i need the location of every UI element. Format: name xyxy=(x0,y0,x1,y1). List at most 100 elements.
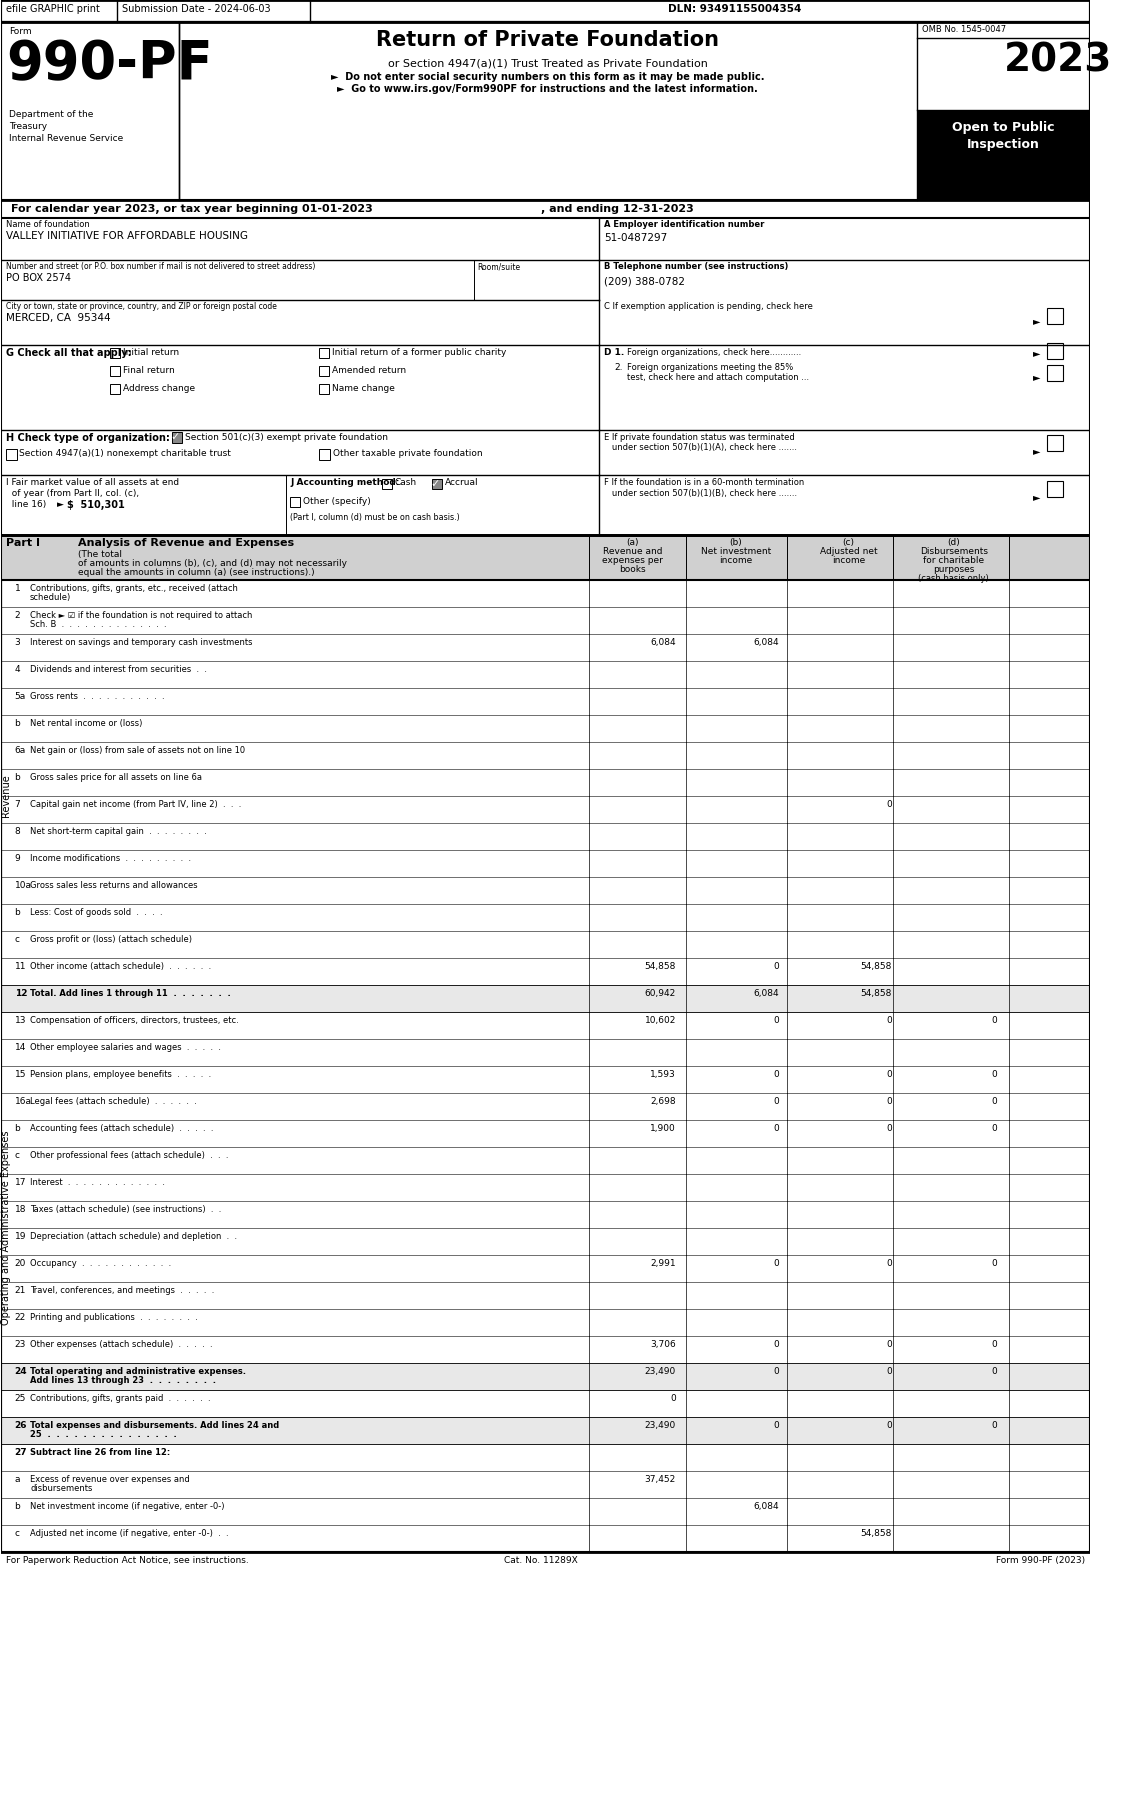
Text: ✓: ✓ xyxy=(169,432,180,442)
Text: Form: Form xyxy=(9,27,32,36)
Text: (cash basis only): (cash basis only) xyxy=(918,574,989,583)
Text: 0: 0 xyxy=(886,1340,892,1348)
Text: Compensation of officers, directors, trustees, etc.: Compensation of officers, directors, tru… xyxy=(30,1016,239,1025)
Text: G Check all that apply:: G Check all that apply: xyxy=(6,349,132,358)
Text: 2,991: 2,991 xyxy=(650,1259,676,1268)
Text: 2,698: 2,698 xyxy=(650,1097,676,1106)
Text: Address change: Address change xyxy=(123,385,194,394)
Text: E If private foundation status was terminated: E If private foundation status was termi… xyxy=(604,433,795,442)
Text: Gross sales less returns and allowances: Gross sales less returns and allowances xyxy=(30,881,198,890)
Text: Accrual: Accrual xyxy=(445,478,479,487)
Text: 0: 0 xyxy=(991,1070,997,1079)
Text: schedule): schedule) xyxy=(30,593,71,602)
Text: 0: 0 xyxy=(991,1097,997,1106)
Text: 0: 0 xyxy=(671,1393,676,1402)
Text: 54,858: 54,858 xyxy=(645,962,676,971)
Text: 0: 0 xyxy=(886,800,892,809)
Text: line 16): line 16) xyxy=(6,500,52,509)
Text: ►  Go to www.irs.gov/Form990PF for instructions and the latest information.: ► Go to www.irs.gov/Form990PF for instru… xyxy=(338,85,759,93)
Text: Accounting fees (attach schedule)  .  .  .  .  .: Accounting fees (attach schedule) . . . … xyxy=(30,1124,213,1133)
Bar xyxy=(1,22,1089,1552)
Text: b: b xyxy=(15,908,20,917)
Text: expenses per: expenses per xyxy=(602,556,663,565)
Text: Operating and Administrative Expenses: Operating and Administrative Expenses xyxy=(1,1131,11,1325)
Text: under section 507(b)(1)(B), check here .......: under section 507(b)(1)(B), check here .… xyxy=(604,489,797,498)
Text: b: b xyxy=(15,773,20,782)
Text: Less: Cost of goods sold  .  .  .  .: Less: Cost of goods sold . . . . xyxy=(30,908,163,917)
Text: Room/suite: Room/suite xyxy=(478,263,520,271)
Text: Adjusted net: Adjusted net xyxy=(820,547,877,556)
Text: 0: 0 xyxy=(773,1070,779,1079)
Text: 20: 20 xyxy=(15,1259,26,1268)
Text: 0: 0 xyxy=(991,1259,997,1268)
Text: ►: ► xyxy=(58,500,64,509)
Text: Gross profit or (loss) (attach schedule): Gross profit or (loss) (attach schedule) xyxy=(30,935,192,944)
Text: 23,490: 23,490 xyxy=(645,1366,676,1375)
Bar xyxy=(1,1363,1089,1390)
Text: of amounts in columns (b), (c), and (d) may not necessarily: of amounts in columns (b), (c), and (d) … xyxy=(78,559,348,568)
Text: DLN: 93491155004354: DLN: 93491155004354 xyxy=(668,4,802,14)
Text: c: c xyxy=(15,1528,19,1537)
Text: Number and street (or P.O. box number if mail is not delivered to street address: Number and street (or P.O. box number if… xyxy=(6,263,315,271)
Text: Submission Date - 2024-06-03: Submission Date - 2024-06-03 xyxy=(122,4,270,14)
Text: efile GRAPHIC print: efile GRAPHIC print xyxy=(6,4,99,14)
Text: 17: 17 xyxy=(15,1178,26,1187)
Text: 0: 0 xyxy=(773,1366,779,1375)
Text: 0: 0 xyxy=(773,1124,779,1133)
Bar xyxy=(290,496,300,507)
Text: 0: 0 xyxy=(991,1420,997,1429)
Text: ►: ► xyxy=(1033,446,1040,457)
Text: Sch. B  .  .  .  .  .  .  .  .  .  .  .  .  .  .: Sch. B . . . . . . . . . . . . . . xyxy=(30,620,167,629)
Text: Total expenses and disbursements. Add lines 24 and: Total expenses and disbursements. Add li… xyxy=(30,1420,279,1429)
Text: Initial return of a former public charity: Initial return of a former public charit… xyxy=(332,349,506,358)
Text: Part I: Part I xyxy=(6,538,40,548)
Text: Revenue and: Revenue and xyxy=(603,547,663,556)
Text: b: b xyxy=(15,1501,20,1510)
Text: Pension plans, employee benefits  .  .  .  .  .: Pension plans, employee benefits . . . .… xyxy=(30,1070,211,1079)
Text: c: c xyxy=(15,1151,19,1160)
Text: PO BOX 2574: PO BOX 2574 xyxy=(6,273,71,282)
Text: Total. Add lines 1 through 11  .  .  .  .  .  .  .: Total. Add lines 1 through 11 . . . . . … xyxy=(30,989,230,998)
Text: ►: ► xyxy=(1033,493,1040,502)
Text: of year (from Part II, col. (c),: of year (from Part II, col. (c), xyxy=(6,489,139,498)
Text: 6,084: 6,084 xyxy=(753,638,779,647)
Text: 12: 12 xyxy=(15,989,27,998)
Text: For Paperwork Reduction Act Notice, see instructions.: For Paperwork Reduction Act Notice, see … xyxy=(6,1555,248,1564)
Bar xyxy=(6,450,17,460)
Bar xyxy=(1,536,1089,581)
Text: 2.: 2. xyxy=(614,363,623,372)
Text: A Employer identification number: A Employer identification number xyxy=(604,219,764,228)
Bar xyxy=(320,450,330,460)
Text: b: b xyxy=(15,719,20,728)
Text: Section 501(c)(3) exempt private foundation: Section 501(c)(3) exempt private foundat… xyxy=(185,433,388,442)
Text: ►: ► xyxy=(1033,372,1040,381)
Text: 18: 18 xyxy=(15,1205,26,1214)
Text: 2: 2 xyxy=(15,611,20,620)
Text: 7: 7 xyxy=(15,800,20,809)
Text: 6a: 6a xyxy=(15,746,26,755)
Text: Excess of revenue over expenses and: Excess of revenue over expenses and xyxy=(30,1474,190,1483)
Text: Other professional fees (attach schedule)  .  .  .: Other professional fees (attach schedule… xyxy=(30,1151,228,1160)
Bar xyxy=(172,432,183,442)
Bar xyxy=(432,478,441,489)
Text: Foreign organizations meeting the 85%: Foreign organizations meeting the 85% xyxy=(627,363,793,372)
Text: Adjusted net income (if negative, enter -0-)  .  .: Adjusted net income (if negative, enter … xyxy=(30,1528,229,1537)
Text: 27: 27 xyxy=(15,1447,27,1456)
Text: 0: 0 xyxy=(991,1366,997,1375)
Text: Other income (attach schedule)  .  .  .  .  .  .: Other income (attach schedule) . . . . .… xyxy=(30,962,211,971)
Text: Other taxable private foundation: Other taxable private foundation xyxy=(333,450,482,458)
Text: 0: 0 xyxy=(773,1259,779,1268)
Text: Foreign organizations, check here............: Foreign organizations, check here.......… xyxy=(627,349,802,358)
Bar xyxy=(382,478,392,489)
Text: (The total: (The total xyxy=(78,550,122,559)
Text: 11: 11 xyxy=(15,962,26,971)
Text: 0: 0 xyxy=(773,1340,779,1348)
Text: 0: 0 xyxy=(886,1420,892,1429)
Text: c: c xyxy=(15,935,19,944)
Text: Internal Revenue Service: Internal Revenue Service xyxy=(9,135,123,144)
Bar xyxy=(1,0,1089,22)
Text: Depreciation (attach schedule) and depletion  .  .: Depreciation (attach schedule) and deple… xyxy=(30,1232,237,1241)
Text: Cat. No. 11289X: Cat. No. 11289X xyxy=(505,1555,578,1564)
Text: (d): (d) xyxy=(947,538,960,547)
Text: Net investment: Net investment xyxy=(701,547,771,556)
